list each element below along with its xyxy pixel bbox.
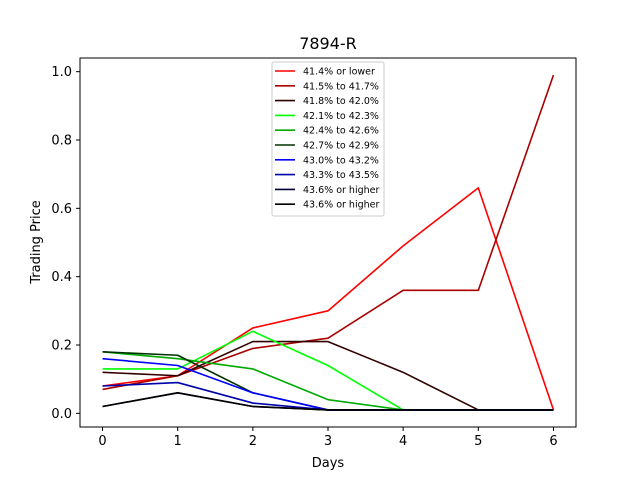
y-axis-label: Trading Price [29,200,44,285]
legend-label: 42.7% to 42.9% [303,141,379,152]
legend-label: 41.4% or lower [303,67,375,78]
x-axis-label: Days [312,456,345,471]
y-tick-label: 0.8 [51,134,72,149]
x-tick-label: 1 [174,434,182,449]
y-tick-label: 0.6 [51,202,72,217]
legend-label: 43.3% to 43.5% [303,170,379,181]
chart-title: 7894-R [299,34,357,53]
y-axis: 0.0 0.2 0.4 0.6 0.8 1.0 [51,65,80,422]
legend-box [271,61,385,217]
x-axis: 0 1 2 3 4 5 6 [98,427,558,449]
legend: 41.4% or lower 41.5% to 41.7% 41.8% to 42.… [271,61,385,217]
x-tick-label: 3 [324,434,332,449]
legend-label: 42.4% to 42.6% [303,126,379,137]
series-layer [102,74,555,411]
y-tick-label: 0.4 [51,270,72,285]
x-tick-label: 5 [474,434,482,449]
y-tick-label: 0.2 [51,339,72,354]
legend-label: 41.8% to 42.0% [303,96,379,107]
series-line-10 [102,392,554,411]
x-tick-label: 4 [399,434,407,449]
legend-label: 41.5% to 41.7% [303,81,379,92]
x-tick-label: 2 [249,434,257,449]
legend-label: 43.0% to 43.2% [303,155,379,166]
legend-label: 42.1% to 42.3% [303,111,379,122]
y-tick-label: 1.0 [51,65,72,80]
legend-label: 43.6% or higher [303,200,379,211]
x-tick-label: 0 [98,434,106,449]
y-tick-label: 0.0 [51,407,72,422]
x-tick-label: 6 [549,434,557,449]
legend-label: 43.6% or higher [303,185,379,196]
